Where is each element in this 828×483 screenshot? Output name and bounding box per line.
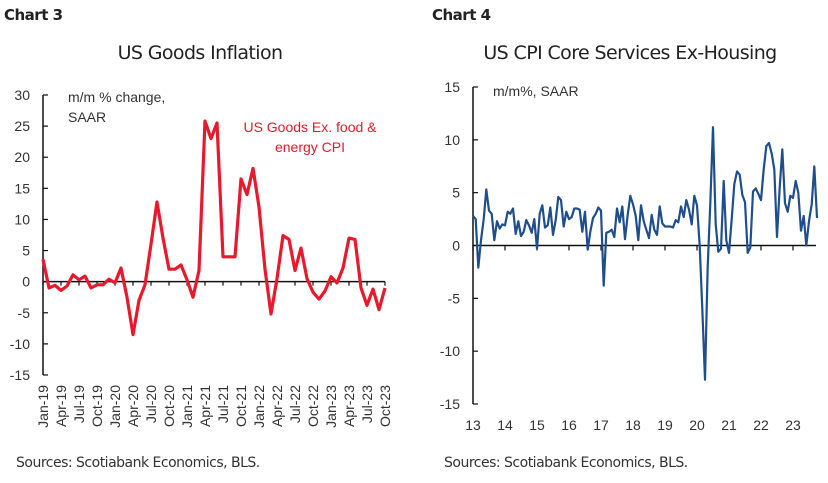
chart-3-x-tick-label: Apr-19: [53, 385, 69, 427]
chart-3-series-label: energy CPI: [275, 139, 345, 155]
chart-3-y-tick-label: -5: [18, 305, 31, 321]
chart-3-x-tick-label: Apr-23: [341, 385, 357, 427]
chart-3-y-tick-label: 20: [14, 149, 30, 165]
chart-4-y-tick-label: -5: [448, 290, 461, 306]
chart-3-series-line: [41, 119, 387, 337]
chart-4-x-tick-label: 15: [529, 417, 545, 433]
chart-3-y-tick-label: 25: [14, 118, 30, 134]
chart-3-x-tick-label: Oct-23: [377, 385, 393, 427]
chart-4-x-tick-label: 19: [657, 417, 673, 433]
chart-3-y-tick-label: -10: [10, 336, 30, 352]
chart-3-series-label: US Goods Ex. food &: [243, 119, 377, 135]
chart-4-x-tick-label: 20: [689, 417, 705, 433]
chart-3-x-tick-label: Jan-21: [179, 385, 195, 428]
chart-3-x-tick-label: Oct-20: [161, 385, 177, 427]
chart-4-x-tick-label: 18: [625, 417, 641, 433]
chart-3-y-tick-label: 5: [22, 243, 30, 259]
chart-4-x-tick-label: 21: [721, 417, 737, 433]
chart-3-x-tick-label: Oct-19: [89, 385, 105, 427]
chart-4-x-tick-label: 16: [561, 417, 577, 433]
chart-4-y-tick-label: 0: [452, 238, 460, 254]
chart-4-y-tick-label: -15: [440, 396, 460, 412]
chart-3-x-tick-label: Jul-21: [215, 385, 231, 423]
chart-3-x-tick-label: Jan-20: [107, 385, 123, 428]
chart-3-title: US Goods Inflation: [117, 42, 283, 64]
chart-4-unit-label: m/m%, SAAR: [493, 83, 579, 99]
chart-3-y-tick-label: 15: [14, 180, 30, 196]
chart-4-source: Sources: Scotiabank Economics, BLS.: [444, 455, 688, 471]
chart-3-x-tick-label: Jan-19: [35, 385, 51, 428]
chart-3-x-tick-label: Jul-23: [359, 385, 375, 423]
chart-3-x-tick-label: Jul-22: [287, 385, 303, 423]
chart-3-y-tick-label: -15: [10, 367, 30, 383]
chart-3-x-tick-label: Jan-23: [323, 385, 339, 428]
chart-3-x-tick-label: Jan-22: [251, 385, 267, 428]
chart-3-y-tick-label: 10: [14, 211, 30, 227]
chart-3-x-tick-label: Apr-21: [197, 385, 213, 427]
chart-4-x-tick-label: 17: [593, 417, 609, 433]
chart-4-y-tick-label: -10: [440, 343, 460, 359]
chart-4-x-tick-label: 23: [785, 417, 801, 433]
chart-3-y-tick-label: 0: [22, 274, 30, 290]
chart-3-x-tick-label: Oct-22: [305, 385, 321, 427]
chart-4-series-line: [472, 126, 819, 381]
chart-3-y-tick-label: 30: [14, 87, 30, 103]
chart-3-x-tick-label: Jul-20: [143, 385, 159, 423]
chart-3-x-tick-label: Apr-22: [269, 385, 285, 427]
chart-4-x-tick-label: 14: [497, 417, 513, 433]
chart-3-source: Sources: Scotiabank Economics, BLS.: [16, 455, 260, 471]
chart-4-label: Chart 4: [432, 6, 491, 24]
chart-4-y-tick-label: 10: [444, 132, 460, 148]
chart-3-x-tick-label: Apr-20: [125, 385, 141, 427]
chart-3-x-tick-label: Jul-19: [71, 385, 87, 423]
chart-4-title: US CPI Core Services Ex-Housing: [483, 42, 777, 64]
chart-4-y-tick-label: 15: [444, 79, 460, 95]
chart-4-x-tick-label: 22: [753, 417, 769, 433]
chart-3-unit-label: SAAR: [68, 109, 106, 125]
chart-3-label: Chart 3: [4, 6, 63, 24]
chart-3-x-tick-label: Oct-21: [233, 385, 249, 427]
chart-3-unit-label: m/m % change,: [68, 89, 165, 105]
chart-4-x-tick-label: 13: [465, 417, 481, 433]
chart-4-y-tick-label: 5: [452, 185, 460, 201]
